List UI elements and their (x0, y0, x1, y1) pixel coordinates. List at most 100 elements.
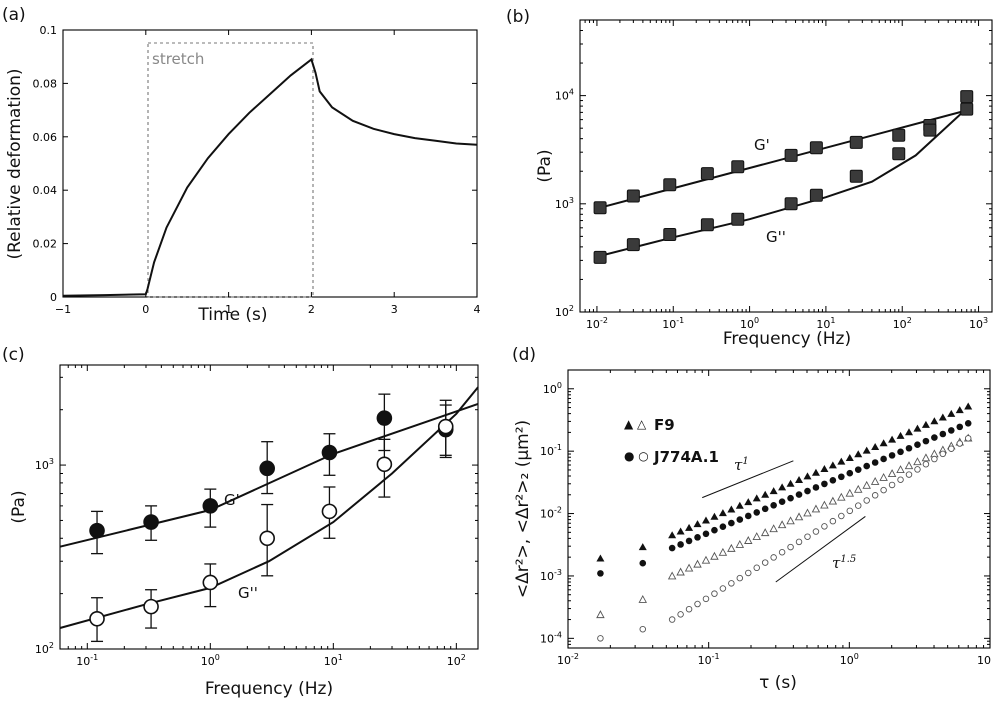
j774-msd-point (719, 523, 727, 530)
j774-msd-point (694, 534, 701, 541)
j774-msd-point (812, 484, 820, 491)
panel-b-gprime-point (626, 189, 640, 203)
j774-msd-point (897, 448, 904, 456)
panel-d-xtick-label-exp: -1 (712, 652, 720, 661)
panel-b-gprime-point (731, 160, 745, 174)
panel-c-xtick-label: 10-1 (76, 653, 98, 668)
panel-d-xtick-label-base: 10 (698, 654, 712, 667)
j774-msd2-point (770, 554, 777, 561)
j774-msd-point (829, 477, 837, 484)
j774-msd2-point (639, 625, 647, 633)
f9-msd2-point (794, 512, 804, 521)
f9-msd-point (718, 509, 727, 517)
panel-a-xtick-label: 2 (308, 303, 315, 316)
panel-a-xtick-label: 0 (142, 303, 149, 316)
f9-msd2-point (921, 453, 931, 462)
panel-a-xlabel: Time (s) (197, 305, 267, 325)
f9-msd-point (938, 413, 947, 421)
panel-d-ytick-label: 10-1 (540, 443, 562, 458)
panel-a-ytick-label: 0.02 (33, 238, 58, 251)
f9-msd2-point (769, 524, 778, 533)
panel-b-ytick-label-exp: 2 (569, 304, 574, 313)
panel-c-fit-line (59, 402, 479, 548)
j774-msd-point (795, 491, 803, 498)
j774-msd2-point (863, 497, 870, 504)
j774-msd-point (597, 570, 604, 577)
f9-msd2-point (701, 555, 711, 564)
j774-msd-point (863, 462, 871, 470)
j774-msd2-point (931, 455, 938, 463)
panel-b-xtick-label-base: 10 (969, 318, 983, 331)
j774-msd2-point (922, 460, 930, 468)
legend-f9-markers: ▲ △ (624, 417, 647, 431)
f9-msd-point (896, 431, 905, 439)
f9-msd2-point (828, 496, 838, 505)
panel-b-xtick-label-exp: 2 (907, 316, 912, 325)
panel-d-xlabel: τ (s) (759, 673, 797, 693)
j774-msd2-point (728, 580, 735, 587)
panel-c-ytick-label: 102 (35, 641, 54, 656)
f9-msd2-point (887, 469, 897, 477)
f9-msd-point (761, 490, 770, 498)
j774-msd-point (770, 501, 777, 509)
panel-a-frame (62, 29, 478, 298)
panel-b-ytick-label: 104 (555, 88, 574, 103)
panel-a-ytick-label: 0.08 (33, 77, 58, 90)
panel-b-gdoubleprime-point (626, 238, 640, 252)
j774-msd2-point (821, 523, 828, 530)
panel-b-xtick-label-base: 10 (586, 318, 600, 331)
f9-msd2-point (845, 488, 855, 497)
panel-d-ytick-label: 10-4 (540, 630, 562, 645)
j774-msd-point (838, 473, 845, 481)
slope-label-tau15: τ1.5 (832, 554, 856, 572)
panel-d-ytick-label-exp: 0 (557, 381, 562, 390)
panel-b-ytick-label-base: 10 (555, 90, 569, 103)
panel-c-gdoubleprime-point (143, 598, 159, 615)
j774-msd-point (685, 537, 693, 545)
legend-j774-markers: ● ○ (624, 449, 649, 463)
j774-msd-point (905, 444, 913, 452)
j774-msd-point (753, 509, 761, 516)
f9-msd-point (803, 472, 812, 480)
panel-b-gprime-point (700, 167, 714, 181)
j774-msd2-point (905, 471, 913, 478)
j774-msd-point (728, 519, 735, 527)
f9-msd-point (710, 512, 719, 520)
panel-c-gprime-point (376, 410, 393, 426)
panel-c-xtick-label: 101 (324, 653, 343, 668)
j774-msd-point (939, 430, 947, 438)
panel-a-ytick-label: 0.04 (33, 184, 58, 197)
panel-b-xtick-label-base: 10 (662, 318, 676, 331)
j774-msd-point (639, 559, 647, 567)
j774-msd-point (854, 466, 862, 473)
j774-msd-point (871, 459, 879, 466)
panel-c-xtick-label-base: 10 (447, 655, 461, 668)
panel-c-ytick-label: 103 (35, 457, 54, 472)
j774-msd2-point (795, 538, 803, 546)
j774-msd2-point (761, 559, 769, 566)
f9-msd-point (964, 402, 973, 410)
panel-b-xtick-label-base: 10 (816, 318, 830, 331)
panel-b-gprime-point (809, 141, 823, 155)
panel-a-xtick-label: 1 (225, 303, 232, 316)
panel-c-gdoubleprime-point (321, 503, 338, 520)
f9-msd2-point (638, 595, 648, 603)
j774-msd-point (888, 452, 896, 459)
panel-b-gdoubleprime-point (892, 147, 906, 161)
panel-b-xtick-label-exp: 1 (830, 316, 835, 325)
panel-a-ytick-label: 0.06 (33, 131, 58, 144)
panel-label-b: (b) (506, 7, 530, 27)
panel-c-gdoubleprime-label: G'' (238, 584, 258, 602)
j774-msd2-point (745, 569, 752, 577)
panel-c-ylabel: (Pa) (9, 490, 29, 523)
panel-c-xtick-label-exp: -1 (90, 653, 98, 662)
panel-c-ytick-label-base: 10 (35, 643, 49, 656)
f9-msd2-point (693, 559, 702, 568)
f9-msd-point (879, 439, 888, 447)
panel-b-gdoubleprime-point (784, 197, 798, 211)
f9-msd-point (668, 531, 677, 539)
f9-msd2-point (752, 532, 761, 541)
panel-label-a: (a) (2, 5, 26, 25)
f9-msd-point (638, 543, 647, 551)
j774-msd-point (761, 505, 769, 513)
